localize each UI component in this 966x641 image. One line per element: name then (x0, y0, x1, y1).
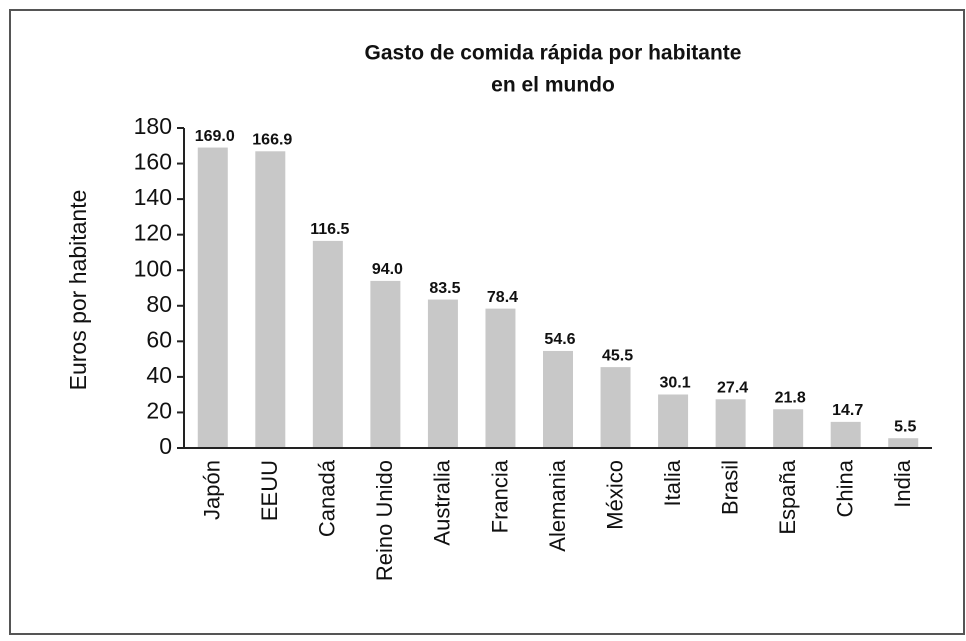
bar (543, 350, 573, 448)
y-tick-label: 180 (134, 113, 172, 139)
x-tick-label: Canadá (315, 459, 340, 537)
value-label: 5.5 (894, 418, 916, 435)
y-tick-label: 20 (146, 398, 172, 424)
bar (715, 399, 746, 448)
x-tick-label: España (775, 459, 800, 534)
y-axis-label: Euros por habitante (65, 190, 91, 391)
y-tick-label: 40 (146, 362, 172, 388)
chart-subtitle: en el mundo (491, 74, 615, 97)
y-tick-label: 80 (146, 291, 172, 317)
bar (888, 438, 919, 448)
x-tick-label: Alemania (545, 459, 570, 551)
value-label: 166.9 (252, 132, 292, 149)
bar (830, 421, 861, 448)
value-label: 94.0 (372, 261, 403, 278)
x-tick-label: Italia (660, 459, 685, 506)
bar (197, 147, 228, 449)
x-tick-label: Australia (430, 459, 455, 545)
bar (658, 394, 689, 448)
chart-title: Gasto de comida rápida por habitante (365, 42, 742, 65)
x-tick-label: Japón (200, 460, 225, 520)
x-tick-label: Reino Unido (372, 460, 397, 581)
x-tick-label: India (890, 459, 915, 507)
value-label: 45.5 (602, 347, 633, 364)
value-label: 54.6 (544, 331, 575, 348)
bar (773, 409, 804, 448)
y-tick-label: 140 (134, 184, 172, 210)
bar (312, 240, 343, 448)
x-tick-label: EEUU (257, 460, 282, 521)
y-tick-label: 0 (159, 433, 172, 459)
value-label: 78.4 (487, 289, 518, 306)
value-label: 116.5 (310, 221, 349, 238)
y-tick-label: 100 (134, 255, 172, 281)
bar (600, 367, 631, 448)
bar (485, 308, 516, 448)
value-label: 169.0 (195, 128, 235, 145)
x-tick-label: China (833, 459, 858, 517)
bar (255, 151, 286, 449)
x-tick-label: Brasil (717, 460, 742, 515)
value-label: 21.8 (775, 389, 806, 406)
value-label: 30.1 (660, 375, 691, 392)
value-label: 27.4 (717, 380, 748, 397)
y-tick-label: 60 (146, 326, 172, 352)
x-tick-label: México (602, 460, 627, 530)
y-tick-label: 120 (134, 220, 172, 246)
x-tick-label: Francia (487, 459, 512, 533)
bar (370, 280, 401, 448)
value-label: 14.7 (832, 402, 863, 419)
value-label: 83.5 (429, 280, 460, 297)
bar (427, 299, 458, 448)
y-tick-label: 160 (134, 149, 172, 175)
